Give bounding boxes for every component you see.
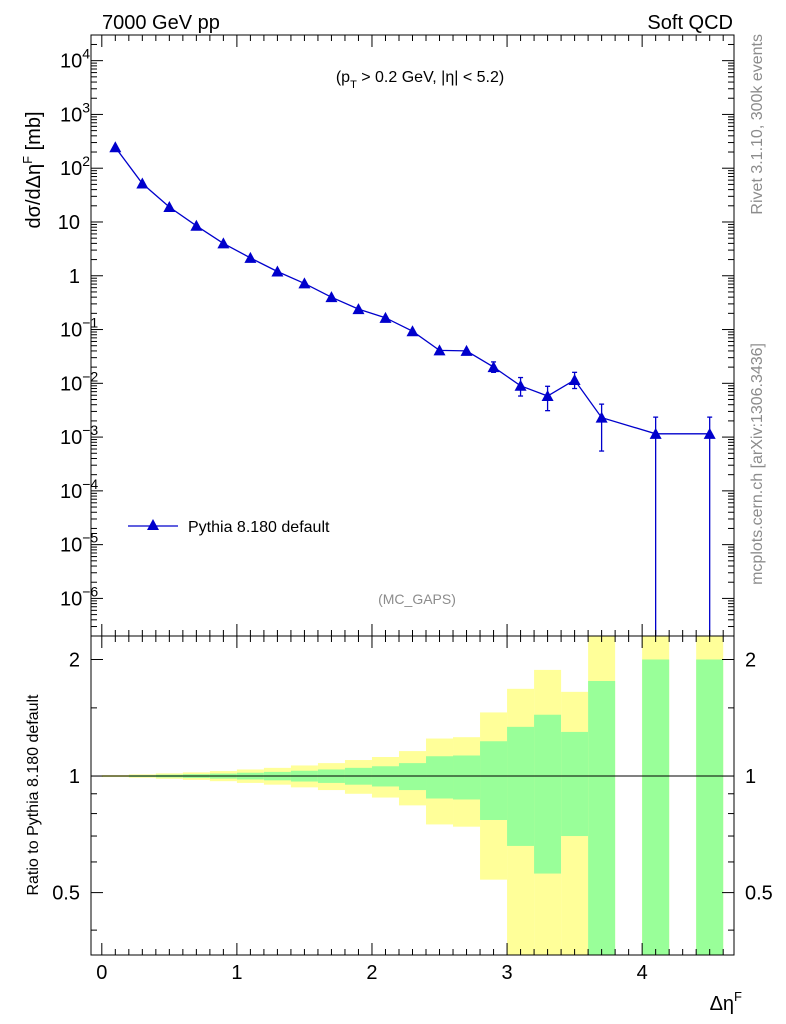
source-label: mcplots.cern.ch [arXiv:1306.3436]	[749, 343, 766, 585]
inner-band	[561, 731, 589, 837]
y-tick-label: 103	[60, 99, 90, 126]
y-tick-label: 104	[60, 46, 90, 73]
ratio-y-tick-label: 0.5	[52, 883, 80, 905]
data-point	[595, 411, 608, 423]
inner-band	[426, 756, 454, 799]
inner-band	[507, 726, 535, 846]
main-annotation: (pT > 0.2 GeV, |η| < 5.2)	[336, 69, 504, 91]
inner-band	[534, 714, 562, 874]
data-point	[244, 251, 257, 263]
legend-label: Pythia 8.180 default	[188, 519, 330, 536]
data-point	[649, 427, 662, 439]
data-point	[379, 311, 392, 323]
process-label: Soft QCD	[647, 12, 733, 34]
inner-band	[642, 659, 670, 955]
main-y-label: dσ/dΔηF [mb]	[20, 111, 45, 228]
data-point	[352, 303, 365, 315]
inner-band	[696, 659, 724, 955]
y-tick-label: 102	[60, 153, 90, 180]
data-point	[163, 200, 176, 212]
data-point	[109, 141, 122, 153]
data-point	[433, 344, 446, 356]
ratio-y-tick-label-right: 2	[745, 650, 756, 672]
watermark: (MC_GAPS)	[378, 591, 456, 607]
inner-band	[453, 755, 481, 800]
ratio-y-tick-label-right: 1	[745, 766, 756, 788]
ratio-y-label: Ratio to Pythia 8.180 default	[25, 694, 42, 896]
y-tick-label: 10	[58, 212, 80, 234]
x-tick-label: 3	[501, 962, 512, 984]
data-point	[406, 325, 419, 337]
data-point	[190, 219, 203, 231]
data-point	[703, 427, 716, 439]
x-tick-label: 2	[366, 962, 377, 984]
legend-marker	[147, 519, 159, 530]
data-point	[298, 277, 311, 289]
y-tick-label: 10−6	[60, 583, 98, 610]
x-tick-label: 4	[637, 962, 648, 984]
data-point	[136, 177, 149, 189]
legend: Pythia 8.180 default	[128, 519, 330, 536]
series-line	[114, 146, 710, 435]
data-point	[514, 379, 527, 391]
data-point	[541, 390, 554, 402]
data-point	[271, 265, 284, 277]
ratio-y-tick-label-right: 0.5	[745, 883, 773, 905]
data-point	[487, 361, 500, 373]
data-point	[325, 291, 338, 303]
energy-label: 7000 GeV pp	[102, 12, 220, 34]
data-point	[460, 344, 473, 356]
ratio-y-tick-label: 2	[69, 650, 80, 672]
inner-band	[588, 680, 616, 955]
x-tick-label: 0	[96, 962, 107, 984]
inner-band	[480, 741, 508, 821]
inner-band	[398, 763, 427, 791]
x-tick-label: 1	[231, 962, 242, 984]
data-point	[217, 237, 230, 249]
ratio-y-tick-label: 1	[69, 766, 80, 788]
x-axis-label: ΔηF	[710, 989, 742, 1015]
ratio-plot: 0.5 0.5 1 1 2 2 0 1 2 3 4 Ratio to Pythia 8.180 de…	[25, 635, 773, 1015]
y-tick-label: 1	[69, 266, 80, 288]
data-point	[568, 374, 581, 386]
rivet-label: Rivet 3.1.10, 300k events	[749, 34, 766, 215]
